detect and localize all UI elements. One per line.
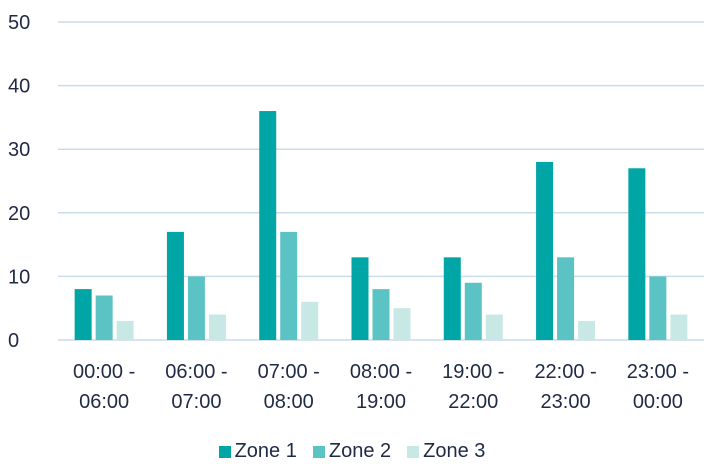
bar-zone-3 [208, 314, 226, 340]
legend-item-zone-1: Zone 1 [218, 440, 297, 463]
legend-swatch-zone-3 [407, 445, 420, 458]
legend-label-zone-2: Zone 2 [328, 440, 392, 462]
y-tick-label: 20 [8, 203, 30, 225]
bar-zone-3 [670, 314, 688, 340]
x-tick-label: 08:00 -19:00 [350, 361, 412, 413]
legend-swatch-zone-2 [312, 445, 325, 458]
bar-zone-3 [578, 320, 596, 340]
bar-zone-2 [557, 257, 575, 340]
legend-label-zone-1: Zone 1 [234, 440, 297, 462]
y-tick-label: 40 [8, 76, 30, 98]
bar-zone-2 [464, 282, 482, 340]
bar-zone-1 [166, 231, 184, 340]
bar-zone-2 [649, 276, 667, 340]
y-tick-label: 30 [8, 139, 30, 161]
x-tick-label: 19:00 -22:00 [442, 361, 504, 413]
bar-zone-1 [443, 257, 461, 340]
bar-zone-3 [301, 301, 319, 340]
y-tick-label: 50 [8, 12, 30, 34]
bar-zone-3 [485, 314, 503, 340]
y-tick-label: 0 [8, 330, 19, 352]
legend-item-zone-3: Zone 3 [407, 440, 485, 463]
bar-zone-3 [116, 320, 134, 340]
bar-zone-1 [74, 289, 92, 340]
bar-zone-1 [536, 161, 554, 340]
x-tick-label: 07:00 -08:00 [258, 361, 320, 413]
x-tick-label: 22:00 -23:00 [534, 361, 596, 413]
legend-swatch-zone-1 [218, 445, 231, 458]
bar-zone-1 [351, 257, 369, 340]
legend-label-zone-3: Zone 3 [423, 440, 486, 462]
x-tick-label: 23:00 -00:00 [627, 361, 689, 413]
bar-zone-3 [393, 308, 411, 340]
bar-zone-1 [259, 111, 277, 340]
bar-zone-2 [280, 231, 298, 340]
bar-zone-2 [372, 289, 390, 340]
bar-zone-2 [95, 295, 113, 340]
legend-item-zone-2: Zone 2 [312, 440, 392, 463]
bar-chart: 0 10 20 30 40 50 00:00 -06:00 06:00 -07:00 07:00… [8, 12, 704, 413]
x-tick-label: 06:00 -07:00 [165, 361, 227, 413]
x-tick-label: 00:00 -06:00 [73, 361, 135, 413]
legend: Zone 1 Zone 2 Zone 3 [0, 440, 704, 463]
y-tick-label: 10 [8, 266, 30, 288]
bar-zone-1 [628, 168, 646, 340]
bar-zone-2 [187, 276, 205, 340]
